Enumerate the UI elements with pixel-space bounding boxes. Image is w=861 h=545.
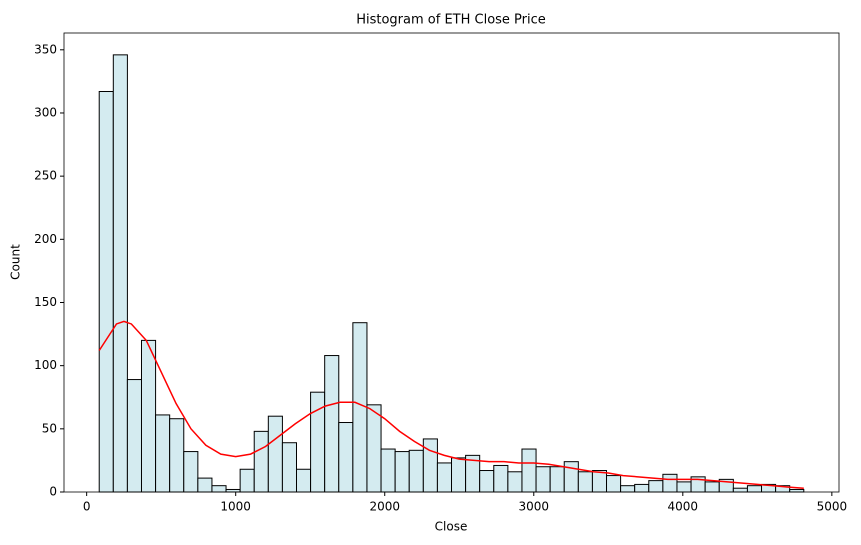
bar bbox=[352, 322, 368, 493]
bar bbox=[324, 355, 340, 493]
chart-title: Histogram of ETH Close Price bbox=[356, 13, 546, 28]
bar bbox=[394, 451, 410, 493]
x-tick-label: 2000 bbox=[369, 500, 400, 514]
bar bbox=[634, 483, 650, 493]
y-tick-label: 200 bbox=[34, 232, 57, 246]
y-tick-label: 350 bbox=[34, 42, 57, 56]
bar bbox=[493, 464, 509, 493]
x-tick-label: 0 bbox=[83, 500, 91, 514]
y-tick-label: 50 bbox=[42, 421, 57, 435]
y-tick-label: 250 bbox=[34, 169, 57, 183]
bar bbox=[436, 462, 453, 493]
bar bbox=[126, 379, 142, 493]
x-axis-label: Close bbox=[435, 520, 468, 534]
x-tick-label: 3000 bbox=[518, 500, 549, 514]
bar bbox=[676, 481, 692, 493]
bar bbox=[155, 414, 171, 493]
bar bbox=[535, 466, 551, 493]
bar bbox=[606, 475, 622, 493]
bar bbox=[112, 54, 128, 493]
x-tick-label: 1000 bbox=[220, 500, 251, 514]
bar bbox=[591, 470, 608, 493]
bar bbox=[211, 485, 227, 493]
bar bbox=[98, 90, 114, 493]
bar bbox=[563, 461, 579, 493]
bar bbox=[521, 448, 537, 493]
bar bbox=[338, 422, 354, 493]
bar bbox=[380, 448, 396, 493]
y-axis-label: Count bbox=[9, 244, 23, 280]
y-tick-label: 0 bbox=[49, 485, 57, 499]
bar bbox=[267, 415, 283, 493]
bar bbox=[366, 404, 382, 493]
kde-line bbox=[98, 320, 804, 489]
bar bbox=[197, 477, 213, 493]
y-tick-label: 150 bbox=[34, 295, 57, 309]
bar bbox=[620, 485, 636, 493]
bar bbox=[422, 438, 438, 493]
y-tick-label: 300 bbox=[34, 105, 57, 119]
bar bbox=[408, 449, 424, 493]
bar bbox=[451, 457, 467, 493]
x-tick-label: 5000 bbox=[817, 500, 848, 514]
bar bbox=[507, 471, 523, 493]
bar bbox=[577, 471, 593, 493]
bar bbox=[253, 430, 269, 493]
y-tick-label: 100 bbox=[34, 358, 57, 372]
x-tick-label: 4000 bbox=[668, 500, 699, 514]
bar bbox=[183, 451, 199, 493]
bar bbox=[704, 481, 720, 493]
bar bbox=[648, 480, 664, 493]
bar bbox=[746, 485, 763, 493]
bar bbox=[549, 466, 565, 493]
axes-frame bbox=[63, 32, 840, 493]
bar bbox=[239, 468, 255, 493]
bar bbox=[732, 487, 748, 493]
bar bbox=[662, 473, 678, 493]
bar bbox=[281, 442, 298, 493]
bar bbox=[296, 468, 312, 493]
bar bbox=[140, 339, 157, 493]
bar bbox=[479, 470, 495, 493]
bar bbox=[169, 418, 185, 493]
